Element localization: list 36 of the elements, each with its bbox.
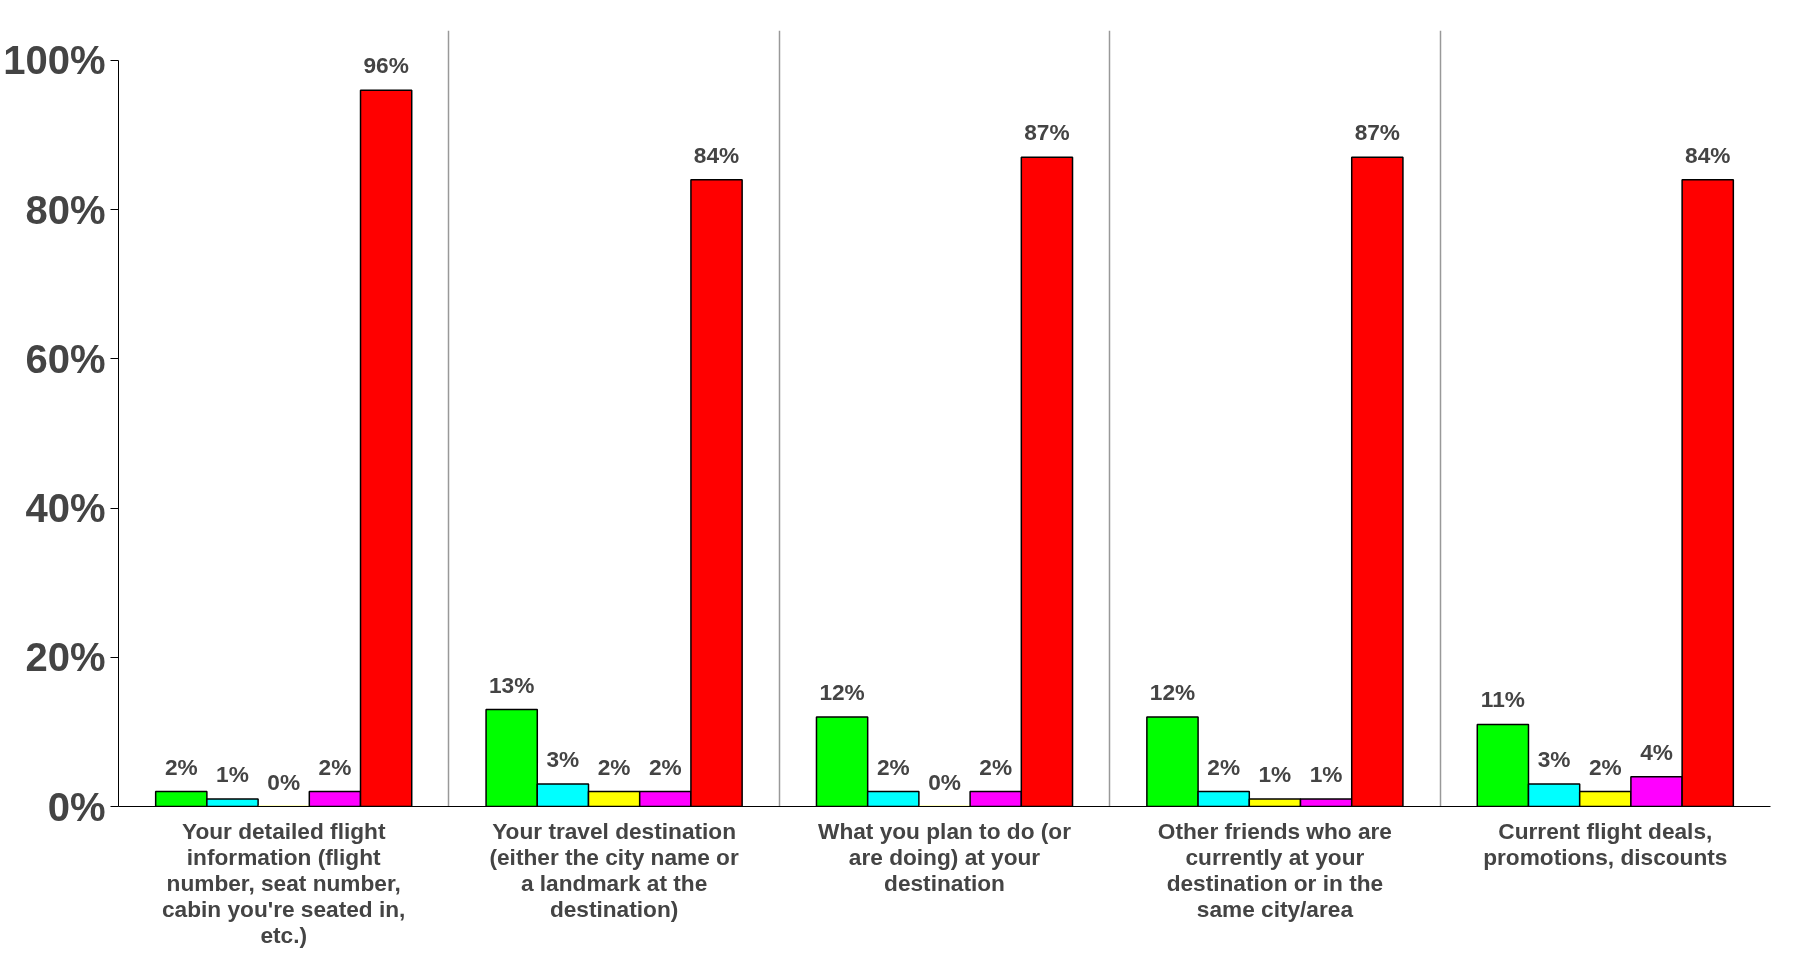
data-label: 11%	[1480, 686, 1525, 713]
data-label: 1%	[1258, 761, 1292, 788]
y-tick-label: 100%	[3, 38, 106, 83]
x-tick-label: Current flight deals, promotions, discounts	[1483, 817, 1728, 870]
y-tick-label: 80%	[25, 187, 106, 232]
data-label: 87%	[1024, 119, 1070, 146]
y-tick-label: 20%	[25, 635, 106, 680]
y-tick-label: 40%	[25, 486, 106, 531]
x-tick-label: Your travel destination (either the city name or a landmark at the destination)	[489, 817, 739, 922]
data-label: 2%	[597, 753, 631, 780]
data-label: 12%	[819, 678, 865, 705]
data-label: 87%	[1354, 119, 1401, 146]
data-label: 4%	[1640, 738, 1673, 765]
data-label: 12%	[1149, 678, 1196, 705]
data-label: 84%	[693, 141, 740, 168]
data-label: 2%	[648, 753, 682, 780]
data-label: 2%	[1588, 753, 1622, 780]
data-label: 84%	[1685, 141, 1731, 168]
data-label: 3%	[546, 746, 580, 773]
y-tick-label: 60%	[25, 336, 106, 381]
data-label: 1%	[1309, 761, 1343, 788]
data-label: 3%	[1537, 746, 1571, 773]
data-label: 96%	[363, 52, 409, 79]
data-label: 2%	[318, 753, 352, 780]
data-label: 2%	[164, 753, 198, 780]
y-tick-label: 0%	[47, 784, 106, 829]
data-label: 2%	[876, 753, 910, 780]
data-label: 0%	[928, 768, 961, 795]
data-label: 1%	[216, 761, 249, 788]
data-label: 2%	[1207, 753, 1241, 780]
data-label: 2%	[979, 753, 1013, 780]
x-tick-label: Other friends who are currently at your destination or in the same city/area	[1157, 817, 1392, 922]
data-label: 13%	[489, 671, 535, 698]
x-tick-label: What you plan to do (or are doing) at your destination	[818, 817, 1072, 896]
x-tick-label: Your detailed flight information (flight number, seat number, cabin you're seated in, etc.)	[162, 817, 406, 948]
data-label: 0%	[267, 768, 301, 795]
